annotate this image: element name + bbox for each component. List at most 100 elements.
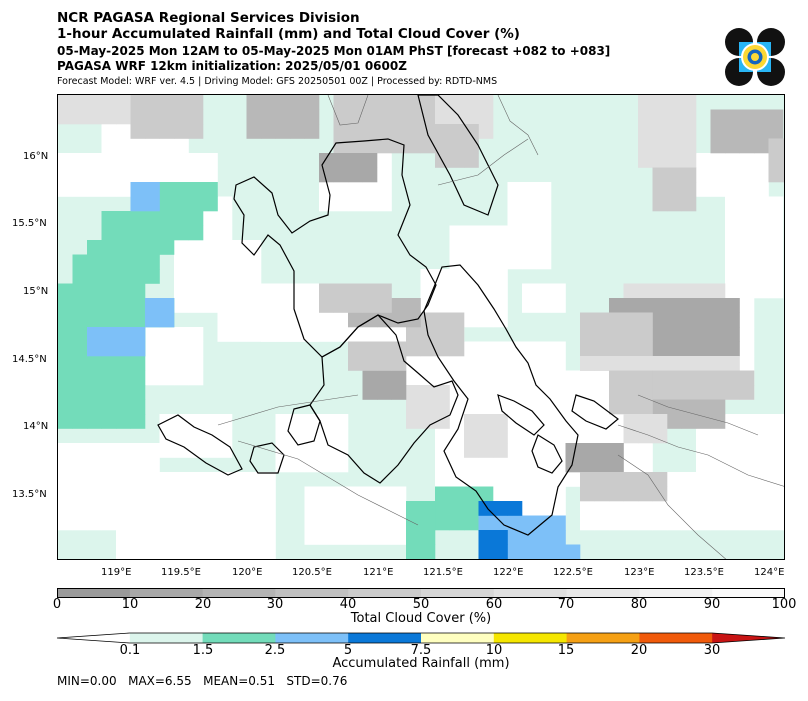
cloud-cover-cell bbox=[739, 109, 755, 125]
clear-sky-cell bbox=[507, 225, 523, 241]
rain-tick: 0.1 bbox=[119, 643, 141, 658]
clear-sky-cell bbox=[449, 269, 465, 284]
rainfall-cell-light bbox=[116, 240, 131, 255]
clear-sky-cell bbox=[188, 283, 204, 299]
rainfall-cell-light bbox=[87, 254, 102, 270]
rainfall-cell-light bbox=[203, 196, 218, 212]
clear-sky-cell bbox=[72, 501, 88, 516]
cloud-cover-cell bbox=[377, 138, 392, 154]
clear-sky-cell bbox=[58, 515, 73, 531]
clear-sky-cell bbox=[725, 414, 740, 429]
clear-sky-cell bbox=[594, 501, 610, 516]
coastline-outline bbox=[571, 394, 619, 430]
cloud-cover-cell bbox=[362, 341, 378, 357]
clear-sky-cell bbox=[623, 501, 639, 516]
clear-sky-cell bbox=[304, 515, 320, 531]
rainfall-cell-light bbox=[145, 254, 160, 270]
cloud-cover-cell bbox=[406, 124, 421, 139]
clear-sky-cell bbox=[261, 486, 276, 502]
coastline-thin bbox=[637, 394, 759, 436]
cloud-cover-cell bbox=[739, 385, 755, 400]
clear-sky-cell bbox=[246, 544, 262, 559]
clear-sky-cell bbox=[739, 225, 755, 241]
clear-sky-cell bbox=[478, 399, 494, 415]
cloud-cover-cell bbox=[449, 138, 465, 154]
clear-sky-cell bbox=[145, 370, 160, 386]
clear-sky-cell bbox=[319, 530, 334, 545]
clear-sky-cell bbox=[101, 182, 117, 197]
cloud-cover-cell bbox=[754, 124, 769, 139]
clear-sky-cell bbox=[72, 153, 88, 168]
cloud-colorbar-segment bbox=[639, 588, 713, 598]
clear-sky-cell bbox=[217, 530, 233, 545]
rainfall-cell-light bbox=[72, 269, 88, 284]
clear-sky-cell bbox=[203, 269, 218, 284]
cloud-cover-cell bbox=[667, 167, 682, 183]
rainfall-cell-light bbox=[116, 399, 131, 415]
cloud-tick: 60 bbox=[485, 597, 503, 612]
rainfall-cell-light bbox=[116, 414, 131, 429]
clear-sky-cell bbox=[754, 501, 769, 516]
cloud-cover-cell bbox=[623, 486, 639, 502]
lon-label: 124°E bbox=[754, 567, 785, 578]
cloud-cover-cell bbox=[435, 138, 450, 154]
rainfall-cell-moderate bbox=[159, 298, 175, 313]
cloud-cover-cell bbox=[174, 109, 189, 125]
rainfall-cell-light bbox=[101, 269, 117, 284]
clear-sky-cell bbox=[348, 530, 363, 545]
cloud-cover-cell bbox=[725, 327, 740, 342]
cloud-cover-cell bbox=[406, 399, 421, 415]
cloud-cover-cell bbox=[246, 124, 262, 139]
clear-sky-cell bbox=[275, 283, 291, 299]
clear-sky-cell bbox=[710, 182, 726, 197]
clear-sky-cell bbox=[232, 283, 247, 299]
cloud-cover-cell bbox=[464, 95, 479, 110]
clear-sky-cell bbox=[464, 472, 479, 487]
cloud-cover-cell bbox=[667, 109, 682, 125]
cloud-cover-cell bbox=[609, 399, 624, 415]
coastline-outline bbox=[249, 442, 285, 474]
cloud-cover-cell bbox=[696, 341, 711, 357]
rain-colorbar-segment bbox=[348, 633, 422, 643]
clear-sky-cell bbox=[203, 153, 218, 168]
clear-sky-cell bbox=[319, 515, 334, 531]
rainfall-cell-moderate bbox=[536, 530, 552, 545]
rainfall-cell-light bbox=[145, 225, 160, 241]
cloud-cover-cell bbox=[638, 283, 653, 299]
cloud-cover-cell bbox=[739, 124, 755, 139]
rainfall-cell-light bbox=[58, 399, 73, 415]
clear-sky-cell bbox=[159, 356, 175, 371]
clear-sky-cell bbox=[464, 240, 479, 255]
cloud-cover-cell bbox=[609, 472, 624, 487]
cloud-cover-cell bbox=[652, 138, 668, 154]
cloud-cover-cell bbox=[362, 153, 378, 168]
clear-sky-cell bbox=[493, 298, 508, 313]
clear-sky-cell bbox=[609, 515, 624, 531]
clear-sky-cell bbox=[246, 298, 262, 313]
clear-sky-cell bbox=[116, 530, 131, 545]
clear-sky-cell bbox=[391, 327, 407, 342]
rainfall-cell-light bbox=[116, 356, 131, 371]
rainfall-cell-light bbox=[130, 399, 146, 415]
cloud-cover-cell bbox=[580, 457, 595, 473]
clear-sky-cell bbox=[725, 254, 740, 270]
cloud-cover-cell bbox=[333, 109, 349, 125]
clear-sky-cell bbox=[130, 153, 146, 168]
cloud-cover-cell bbox=[623, 399, 639, 415]
rainfall-cell-light bbox=[130, 254, 146, 270]
cloud-cover-cell bbox=[435, 109, 450, 125]
rainfall-cell-moderate bbox=[145, 182, 160, 197]
clear-sky-cell bbox=[725, 196, 740, 212]
cloud-cover-cell bbox=[725, 370, 740, 386]
clear-sky-cell bbox=[768, 240, 784, 255]
clear-sky-cell bbox=[536, 501, 552, 516]
rainfall-cell-moderate bbox=[87, 327, 102, 342]
rainfall-cell-light bbox=[130, 414, 146, 429]
cloud-cover-cell bbox=[638, 327, 653, 342]
cloud-cover-cell bbox=[594, 443, 610, 458]
coastline-thin bbox=[237, 440, 419, 526]
clear-sky-cell bbox=[203, 486, 218, 502]
cloud-cover-cell bbox=[710, 356, 726, 371]
rainfall-cell-light bbox=[449, 486, 465, 502]
rain-colorbar-segment bbox=[57, 633, 130, 643]
